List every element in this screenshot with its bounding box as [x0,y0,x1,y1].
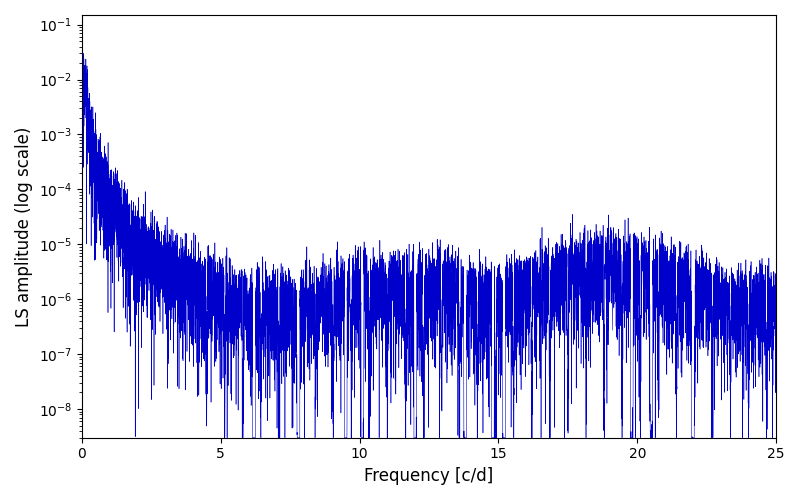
X-axis label: Frequency [c/d]: Frequency [c/d] [364,467,494,485]
Y-axis label: LS amplitude (log scale): LS amplitude (log scale) [15,126,33,326]
